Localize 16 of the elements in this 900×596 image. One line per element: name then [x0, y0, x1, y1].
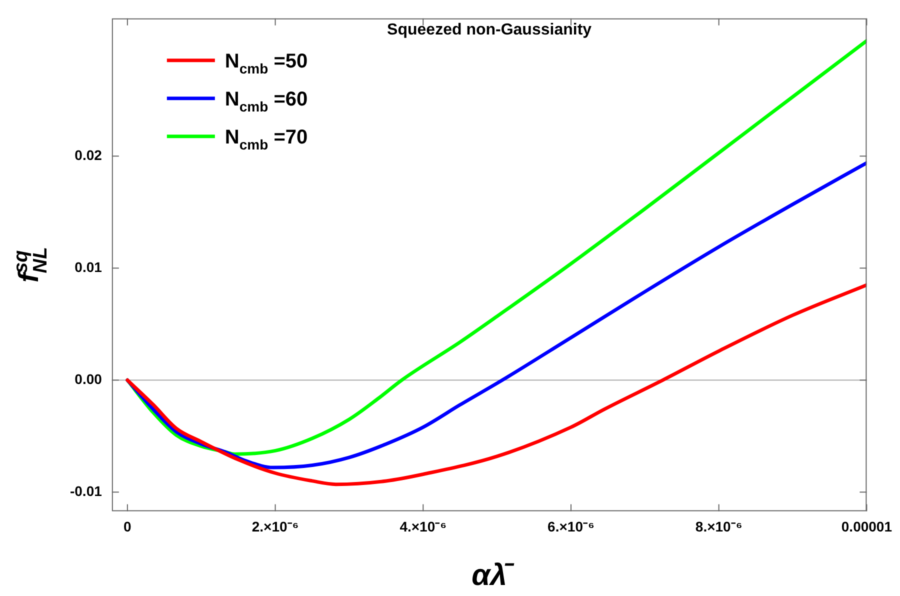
x-axis-title: αλ̄: [472, 559, 515, 592]
x-tick-label: 0.00001: [841, 518, 892, 534]
line-series: [126, 161, 867, 470]
line-series: [126, 39, 867, 456]
y-tick-label: -0.01: [70, 483, 102, 500]
chart-title: Squeezed non-Gaussianity: [387, 21, 592, 38]
x-tick-label: 4.×10⁻⁶: [400, 518, 447, 534]
x-tick-label: 0: [124, 518, 132, 534]
x-tick-label: 8.×10⁻⁶: [695, 518, 742, 534]
y-tick-label: 0.01: [74, 259, 102, 276]
x-tick-label: 2.×10⁻⁶: [252, 518, 299, 534]
line-series: [126, 283, 867, 486]
x-tick-label: 6.×10⁻⁶: [548, 518, 594, 534]
y-axis-title: fsqNL: [10, 247, 52, 283]
y-tick-label: 0.00: [74, 371, 102, 388]
y-tick-label: 0.02: [74, 147, 102, 164]
